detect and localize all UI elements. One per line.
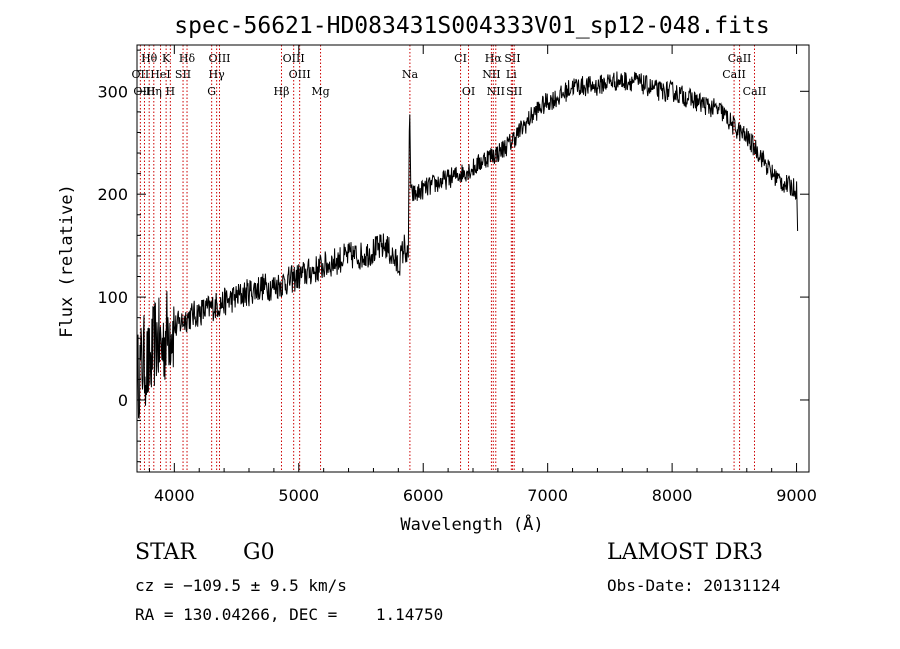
spectral-line-label-9: OII xyxy=(132,68,150,81)
spectral-line-label-12: Hγ xyxy=(209,68,226,81)
obs-date: Obs-Date: 20131124 xyxy=(607,576,781,595)
y-tick-label-0: 0 xyxy=(118,391,128,410)
chart-title: spec-56621-HD083431S004333V01_sp12-048.f… xyxy=(174,13,769,39)
spectral-line-label-5: CI xyxy=(454,52,467,65)
spectral-line-label-2: Hδ xyxy=(179,52,196,65)
y-tick-label-1: 100 xyxy=(97,288,128,307)
spectral-line-label-25: NII xyxy=(487,85,505,98)
spectral-line-label-23: Mg xyxy=(311,85,329,98)
spectral-line-label-3: OIII xyxy=(208,52,230,65)
spectral-line-label-15: NII xyxy=(482,68,500,81)
spectral-line-label-22: Hβ xyxy=(274,85,290,98)
y-tick-label-2: 200 xyxy=(97,185,128,204)
spectral-line-label-14: Na xyxy=(402,68,419,81)
spectral-line-label-6: Hα xyxy=(485,52,503,65)
x-tick-label-1: 5000 xyxy=(278,486,319,505)
spectral-line-label-17: CaII xyxy=(722,68,746,81)
spectral-line-label-8: CaII xyxy=(728,52,752,65)
spectral-line-label-13: OIII xyxy=(289,68,311,81)
spectral-line-label-4: OIII xyxy=(283,52,305,65)
spectral-line-label-20: H xyxy=(166,85,176,98)
spectral-line-label-21: G xyxy=(207,85,216,98)
flux-line xyxy=(136,71,799,420)
x-tick-label-0: 4000 xyxy=(154,486,195,505)
x-axis-label: Wavelength (Å) xyxy=(400,513,543,535)
y-tick-label-3: 300 xyxy=(97,82,128,101)
spectral-line-label-0: Hθ xyxy=(141,52,158,65)
x-tick-label-4: 8000 xyxy=(652,486,693,505)
spectral-line-label-26: SII xyxy=(506,85,522,98)
spectral-line-label-19: Hη xyxy=(146,85,162,98)
x-tick-label-5: 9000 xyxy=(776,486,817,505)
redshift-cz: cz = −109.5 ± 9.5 km/s xyxy=(135,576,347,595)
spectral-line-label-27: CaII xyxy=(743,85,767,98)
survey-name: LAMOST DR3 xyxy=(607,540,763,565)
spectral-line-label-10: HeI xyxy=(150,68,170,81)
flux-series xyxy=(136,71,799,420)
spectral-line-label-1: K xyxy=(162,52,171,65)
spectral-line-label-7: SII xyxy=(504,52,520,65)
spectral-line-label-16: Li xyxy=(506,68,517,81)
spectral-line-label-11: SII xyxy=(175,68,191,81)
spectral-line-label-24: OI xyxy=(462,85,475,98)
x-tick-label-2: 6000 xyxy=(403,486,444,505)
subclass: G0 xyxy=(243,540,275,565)
y-axis-label: Flux (relative) xyxy=(57,184,77,338)
axes: 4000 5000 6000 7000 8000 9000 0 100 200 300 xyxy=(97,45,817,505)
object-type: STAR xyxy=(135,540,196,565)
x-tick-label-3: 7000 xyxy=(527,486,568,505)
coordinates: RA = 130.04266, DEC = 1.14750 xyxy=(135,605,444,624)
